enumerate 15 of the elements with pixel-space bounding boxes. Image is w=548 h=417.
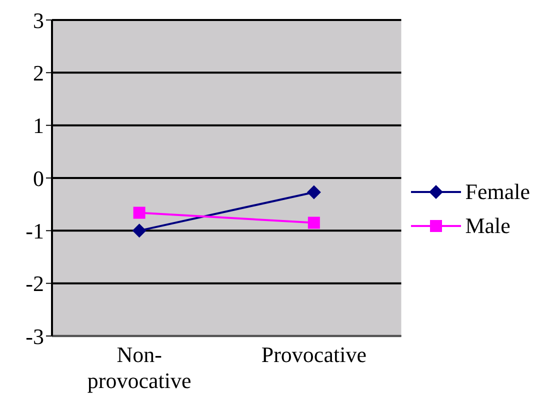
y-tick-label: 2 — [33, 60, 44, 86]
y-tick-label: -3 — [26, 324, 44, 349]
x-tick-label: Provocative — [261, 342, 366, 367]
y-tick-label: 3 — [33, 8, 44, 33]
y-tick-label: 1 — [33, 113, 44, 138]
point — [306, 185, 321, 200]
y-tick-label: -1 — [26, 218, 44, 244]
y-tick-label: 0 — [33, 166, 44, 191]
legend-label: Female — [465, 178, 530, 206]
point — [308, 216, 320, 229]
legend-label: Male — [465, 212, 510, 240]
point — [133, 206, 146, 219]
point — [132, 224, 146, 238]
y-tick-label: -2 — [26, 271, 44, 296]
x-tick-label: Non-provocative — [87, 342, 192, 393]
